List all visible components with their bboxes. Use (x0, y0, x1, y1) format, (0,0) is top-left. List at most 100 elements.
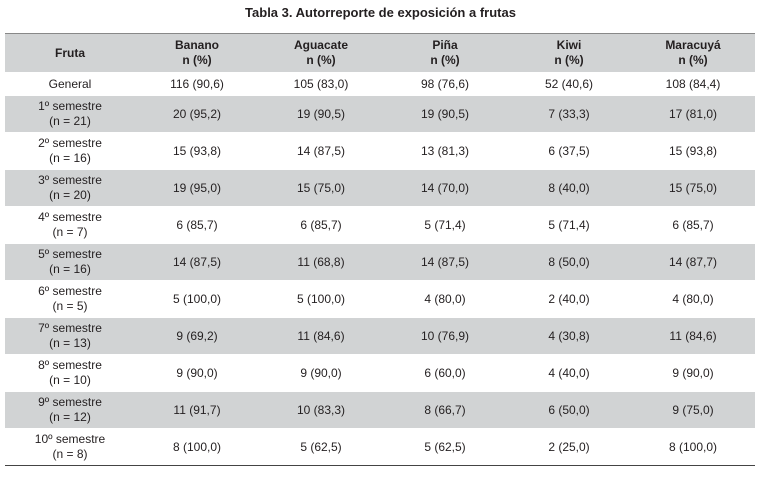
column-unit: n (%) (182, 53, 212, 67)
table-cell: 6 (85,7) (300, 217, 342, 232)
table-body: General 116 (90,6) 105 (83,0) 98 (76,6) 52 (… (5, 72, 755, 466)
header-cell: Banano n (%) (135, 34, 259, 73)
table-cell: 20 (95,2) (172, 106, 222, 121)
table-cell: 14 (87,5) (172, 254, 222, 269)
header-cell: Maracuyá n (%) (631, 34, 755, 73)
column-name: Banano (174, 38, 219, 52)
table-cell: 8 (66,7) (424, 402, 466, 417)
column-name: Piña (432, 38, 458, 52)
header-cell: Kiwi n (%) (507, 34, 631, 73)
table-cell: 19 (95,0) (172, 180, 222, 195)
table-cell: 14 (70,0) (420, 180, 470, 195)
row-label: 8º semestre (n = 10) (5, 355, 135, 392)
table-row: 6º semestre (n = 5) 5 (100,0) 5 (100,0) 4 (8… (5, 280, 755, 318)
table-cell: 14 (87,7) (668, 254, 718, 269)
header-row: Fruta Banano n (%) Aguacate n (%) Piña n (%) Ki… (5, 33, 755, 73)
row-label-line: (n = 7) (52, 225, 88, 239)
row-label-line: (n = 16) (49, 262, 91, 276)
column-unit: n (%) (554, 53, 584, 67)
row-label-line: 4º semestre (38, 210, 102, 224)
row-label-line: 1º semestre (38, 99, 102, 113)
table-cell: 4 (80,0) (672, 291, 714, 306)
header-cell: Aguacate n (%) (259, 34, 383, 73)
table-cell: 5 (62,5) (300, 439, 342, 454)
row-label: 9º semestre (n = 12) (5, 392, 135, 429)
row-label-line: General (48, 76, 92, 91)
row-label-line: 3º semestre (38, 173, 102, 187)
row-label: 6º semestre (n = 5) (5, 281, 135, 318)
table-cell: 11 (91,7) (173, 402, 221, 417)
table-cell: 19 (90,5) (296, 106, 346, 121)
table-cell: 7 (33,3) (548, 106, 590, 121)
table-header: Fruta Banano n (%) Aguacate n (%) Piña n (%) Ki… (5, 33, 755, 73)
table-row: 1º semestre (n = 21) 20 (95,2) 19 (90,5) 19 … (5, 95, 755, 133)
row-label-line: (n = 10) (49, 373, 91, 387)
table-cell: 15 (93,8) (668, 143, 718, 158)
table-cell: 98 (76,6) (420, 76, 470, 91)
table-cell: 6 (60,0) (424, 365, 466, 380)
header-cell: Fruta (55, 45, 85, 60)
row-label-line: (n = 8) (52, 447, 88, 461)
table-cell: 8 (100,0) (172, 439, 222, 454)
row-label-line: (n = 21) (49, 114, 91, 128)
row-label: 4º semestre (n = 7) (5, 207, 135, 244)
table-row: 10º semestre (n = 8) 8 (100,0) 5 (62,5) 5 (6… (5, 428, 755, 466)
column-name: Aguacate (293, 38, 349, 52)
table-cell: 2 (25,0) (548, 439, 590, 454)
table-cell: 52 (40,6) (544, 76, 594, 91)
table-cell: 6 (37,5) (548, 143, 590, 158)
table-cell: 15 (75,0) (668, 180, 718, 195)
row-label-line: (n = 12) (49, 410, 91, 424)
row-label: General (5, 73, 135, 96)
column-unit: n (%) (678, 53, 708, 67)
row-label-line: (n = 20) (49, 188, 91, 202)
table-row: 7º semestre (n = 13) 9 (69,2) 11 (84,6) 10 (… (5, 317, 755, 355)
table: Fruta Banano n (%) Aguacate n (%) Piña n (%) Ki… (5, 33, 755, 466)
table-row: 4º semestre (n = 7) 6 (85,7) 6 (85,7) 5 (71,… (5, 206, 755, 244)
table-cell: 15 (93,8) (172, 143, 222, 158)
table-cell: 17 (81,0) (668, 106, 718, 121)
table-cell: 15 (75,0) (296, 180, 346, 195)
table-cell: 5 (71,4) (548, 217, 590, 232)
table-cell: 11 (84,6) (297, 328, 345, 343)
column-unit: n (%) (430, 53, 460, 67)
row-label: 2º semestre (n = 16) (5, 133, 135, 170)
table-cell: 4 (80,0) (424, 291, 466, 306)
table-cell: 4 (40,0) (548, 365, 590, 380)
row-label-line: 10º semestre (34, 432, 106, 446)
table-cell: 11 (68,8) (297, 254, 345, 269)
row-label-line: (n = 16) (49, 151, 91, 165)
table-cell: 5 (100,0) (296, 291, 346, 306)
row-label-line: 7º semestre (38, 321, 102, 335)
row-label: 5º semestre (n = 16) (5, 244, 135, 281)
column-unit: n (%) (306, 53, 336, 67)
table-cell: 105 (83,0) (293, 76, 349, 91)
table-cell: 4 (30,8) (548, 328, 590, 343)
row-label: 1º semestre (n = 21) (5, 96, 135, 133)
table-cell: 8 (40,0) (548, 180, 590, 195)
table-cell: 9 (90,0) (672, 365, 714, 380)
row-label: 3º semestre (n = 20) (5, 170, 135, 207)
table-cell: 6 (85,7) (672, 217, 714, 232)
table-title: Tabla 3. Autorreporte de exposición a fr… (245, 5, 516, 20)
table-cell: 8 (50,0) (548, 254, 590, 269)
table-row: 3º semestre (n = 20) 19 (95,0) 15 (75,0) 14 … (5, 169, 755, 207)
table-cell: 13 (81,3) (420, 143, 470, 158)
table-cell: 10 (76,9) (420, 328, 470, 343)
table-cell: 5 (71,4) (424, 217, 466, 232)
table-cell: 19 (90,5) (420, 106, 470, 121)
table-cell: 9 (90,0) (176, 365, 218, 380)
row-label-line: 9º semestre (38, 395, 102, 409)
row-label-line: 6º semestre (38, 284, 102, 298)
header-cell: Piña n (%) (383, 34, 507, 73)
table-cell: 9 (90,0) (300, 365, 342, 380)
table-row: 8º semestre (n = 10) 9 (90,0) 9 (90,0) 6 (60… (5, 354, 755, 392)
table-cell: 8 (100,0) (668, 439, 718, 454)
table-cell: 6 (85,7) (176, 217, 218, 232)
table-cell: 6 (50,0) (548, 402, 590, 417)
column-name: Maracuyá (665, 38, 721, 52)
table-cell: 14 (87,5) (296, 143, 346, 158)
table-cell: 5 (100,0) (172, 291, 222, 306)
table-cell: 10 (83,3) (296, 402, 346, 417)
